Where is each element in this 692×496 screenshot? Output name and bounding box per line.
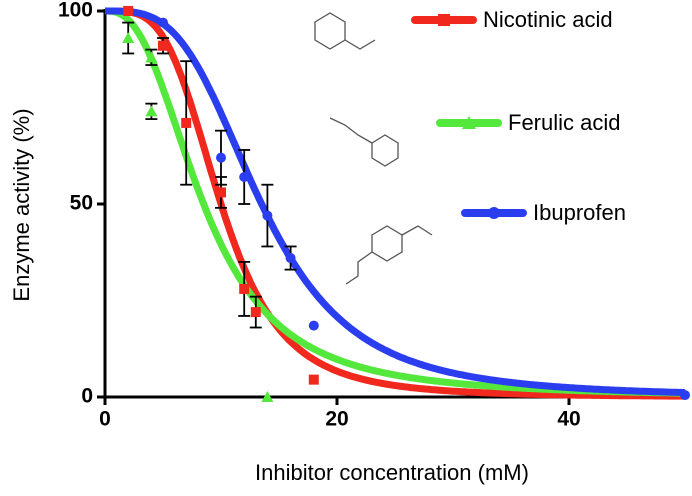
data-point — [680, 390, 690, 401]
data-point — [308, 374, 319, 385]
legend-label: Nicotinic acid — [483, 7, 613, 32]
data-point — [158, 17, 168, 28]
y-axis-label: Enzyme activity (%) — [9, 108, 34, 301]
ibuprofen-structure — [371, 225, 403, 262]
data-point — [261, 391, 274, 402]
data-point — [239, 171, 250, 182]
data-point — [216, 187, 226, 198]
legend-label: Ibuprofen — [533, 200, 626, 225]
legend-marker — [462, 116, 476, 129]
legend-label: Ferulic acid — [508, 110, 620, 135]
x-tick-label: 0 — [99, 408, 111, 431]
y-tick-label: 0 — [81, 385, 93, 408]
y-tick-label: 50 — [70, 192, 93, 215]
ibuprofen-chain — [401, 225, 433, 236]
data-point — [145, 51, 158, 63]
fit-curve — [105, 7, 686, 397]
x-tick-label: 40 — [557, 408, 580, 431]
data-point — [145, 105, 158, 117]
x-axis-label: Inhibitor concentration (mM) — [255, 460, 529, 485]
ibuprofen-tail — [345, 251, 373, 285]
data-point — [285, 253, 296, 264]
data-point — [122, 32, 135, 44]
molecule-icons — [314, 12, 433, 285]
data-point — [262, 210, 273, 221]
nicotinic-carboxyl — [344, 39, 376, 50]
nicotinic-structure — [314, 12, 346, 50]
data-point — [308, 320, 319, 331]
y-tick-label: 100 — [58, 0, 93, 22]
legend-marker — [488, 207, 500, 219]
data-point — [123, 6, 134, 16]
data-point — [239, 283, 250, 294]
ferulic-chain — [329, 117, 373, 144]
data-point — [181, 117, 192, 128]
fit-curve — [105, 7, 685, 400]
ferulic-structure — [371, 134, 399, 167]
data-point — [216, 152, 226, 163]
data-point — [250, 307, 261, 318]
legend-marker — [438, 14, 450, 26]
data-point — [158, 40, 168, 51]
x-tick-label: 20 — [325, 408, 348, 431]
